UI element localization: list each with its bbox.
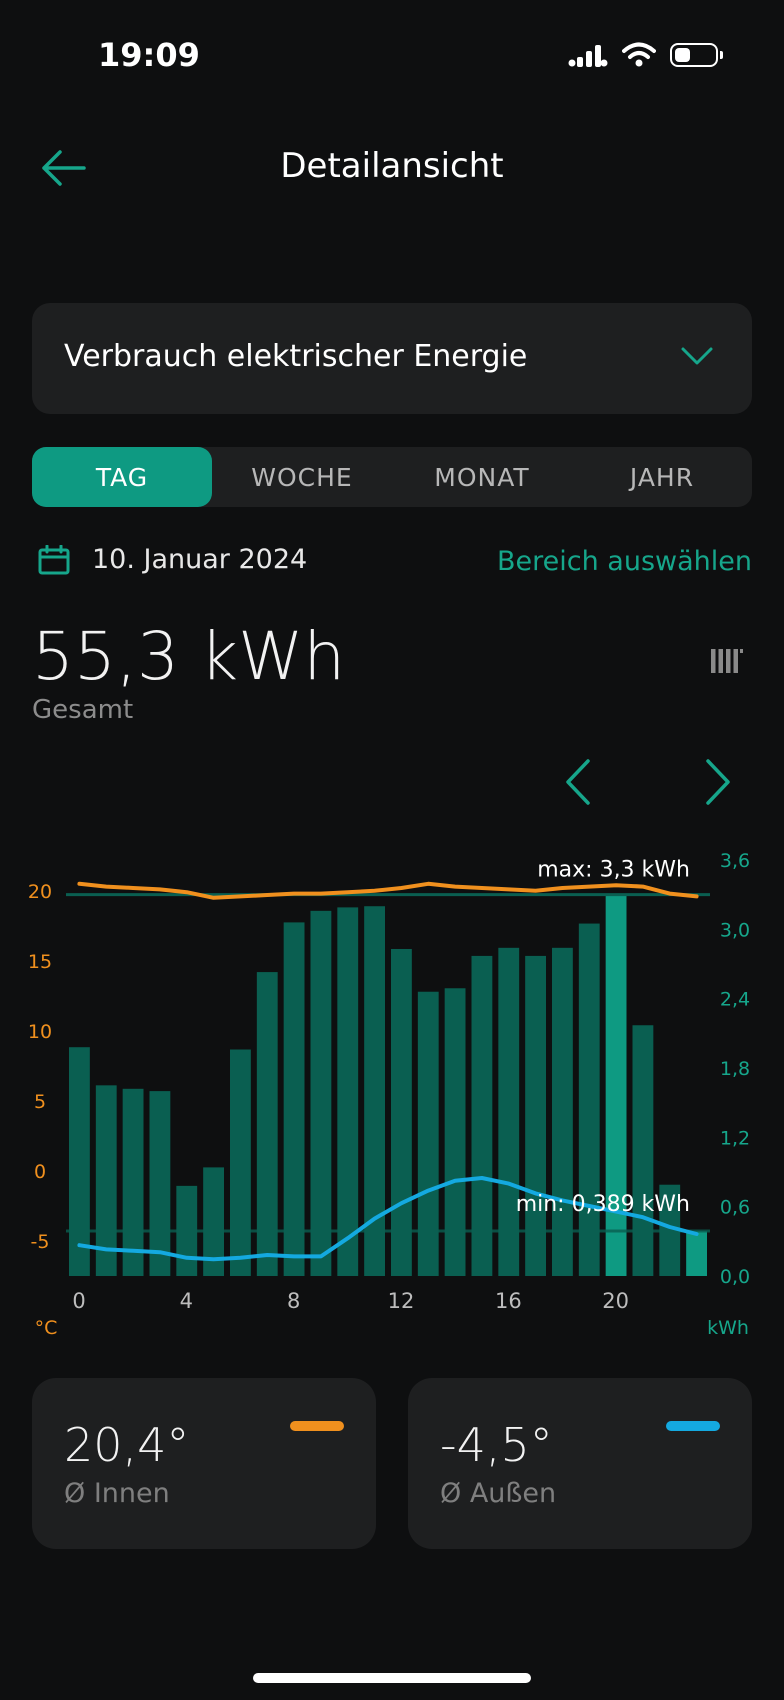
inside-legend-swatch (290, 1421, 344, 1431)
table-view-icon[interactable] (710, 646, 744, 676)
chart-bar (417, 991, 439, 1276)
x-tick-label: 0 (72, 1289, 85, 1313)
chart-bar (230, 1049, 251, 1276)
x-tick-label: 16 (495, 1289, 522, 1313)
x-tick-label: 4 (180, 1289, 193, 1313)
y-left-tick-label: -5 (31, 1231, 50, 1253)
status-time: 19:09 (98, 36, 200, 74)
battery-icon (670, 43, 723, 67)
status-icons (568, 42, 723, 68)
inside-temperature-line (77, 881, 699, 900)
chart-bar (605, 894, 627, 1276)
wifi-icon (622, 42, 656, 67)
total-label: Gesamt (32, 695, 134, 725)
chart-bar (552, 947, 573, 1276)
tab-tag[interactable]: TAG (32, 447, 212, 507)
y-right-tick-label: 1,8 (720, 1058, 750, 1080)
page-title: Detailansicht (280, 146, 504, 186)
x-tick-label: 8 (287, 1289, 300, 1313)
metric-selector[interactable]: Verbrauch elektrischer Energie (32, 303, 752, 414)
next-day-button[interactable] (704, 758, 732, 806)
chart-bar (525, 955, 546, 1276)
date-row: 10. Januar 2024 (38, 544, 307, 575)
tab-monat[interactable]: MONAT (434, 462, 530, 492)
x-tick-label: 20 (602, 1289, 629, 1313)
select-range-link[interactable]: Bereich auswählen (497, 546, 752, 577)
y-right-tick-label: 3,6 (720, 850, 750, 872)
y-left-unit-label: °C (35, 1317, 58, 1339)
y-left-tick-label: 20 (28, 881, 52, 903)
chart-bar (632, 1025, 654, 1276)
home-indicator (253, 1673, 531, 1683)
y-right-unit-label: kWh (707, 1317, 749, 1339)
chart-bar (364, 906, 385, 1276)
previous-day-button[interactable] (564, 758, 592, 806)
inside-temperature-card: 20,4° Ø Innen (32, 1378, 376, 1549)
chart-bar (578, 923, 600, 1276)
tab-woche[interactable]: WOCHE (251, 462, 353, 492)
signal-icon (568, 45, 608, 67)
tab-jahr[interactable]: JAHR (629, 462, 695, 492)
inside-temperature-value: 20,4° (64, 1418, 190, 1472)
y-right-tick-label: 0,0 (720, 1266, 750, 1288)
chart-bar (203, 1167, 224, 1276)
y-right-tick-label: 1,2 (720, 1127, 750, 1149)
metric-selector-label: Verbrauch elektrischer Energie (64, 339, 528, 374)
chart-bar (337, 907, 359, 1276)
outside-temperature-line (77, 1176, 699, 1262)
chevron-down-icon (681, 347, 713, 365)
battery-level (675, 48, 690, 62)
y-left-tick-label: 5 (34, 1091, 46, 1113)
arrow-left-icon (42, 150, 86, 186)
outside-temperature-card: -4,5° Ø Außen (408, 1378, 752, 1549)
total-value: 55,3 kWh (32, 618, 346, 695)
chart-bar (149, 1091, 171, 1276)
y-left-tick-label: 0 (34, 1161, 46, 1183)
y-right-tick-label: 2,4 (720, 989, 750, 1011)
chart-bar (471, 955, 493, 1276)
selected-date: 10. Januar 2024 (92, 544, 308, 575)
chart-bar (95, 1085, 117, 1276)
chart-bar (498, 947, 520, 1276)
min-annotation: min: 0,389 kWh (516, 1192, 690, 1217)
chart-bar (444, 988, 466, 1276)
calendar-icon (38, 544, 70, 574)
outside-temperature-value: -4,5° (440, 1418, 553, 1472)
y-right-tick-label: 0,6 (720, 1197, 750, 1219)
x-tick-label: 12 (388, 1289, 415, 1313)
outside-temperature-label: Ø Außen (440, 1478, 557, 1509)
chart-bar (310, 910, 332, 1276)
consumption-chart: max: 3,3 kWh min: 0,389 kWh 20 15 10 5 0 -5 °C 3,… (28, 850, 750, 1339)
chart-bar (122, 1088, 144, 1276)
inside-temperature-label: Ø Innen (64, 1478, 170, 1509)
chart-bar (283, 922, 305, 1276)
chart-bar (256, 972, 278, 1276)
y-left-tick-label: 10 (28, 1021, 52, 1043)
outside-legend-swatch (666, 1421, 720, 1431)
chart-bar (391, 948, 412, 1276)
period-tabs: TAG WOCHE MONAT JAHR (32, 447, 752, 507)
chart-bar (69, 1047, 90, 1276)
chart-bar (686, 1231, 707, 1276)
back-button[interactable] (38, 146, 90, 190)
y-right-tick-label: 3,0 (720, 919, 750, 941)
max-annotation: max: 3,3 kWh (537, 858, 690, 883)
y-left-tick-label: 15 (28, 951, 52, 973)
